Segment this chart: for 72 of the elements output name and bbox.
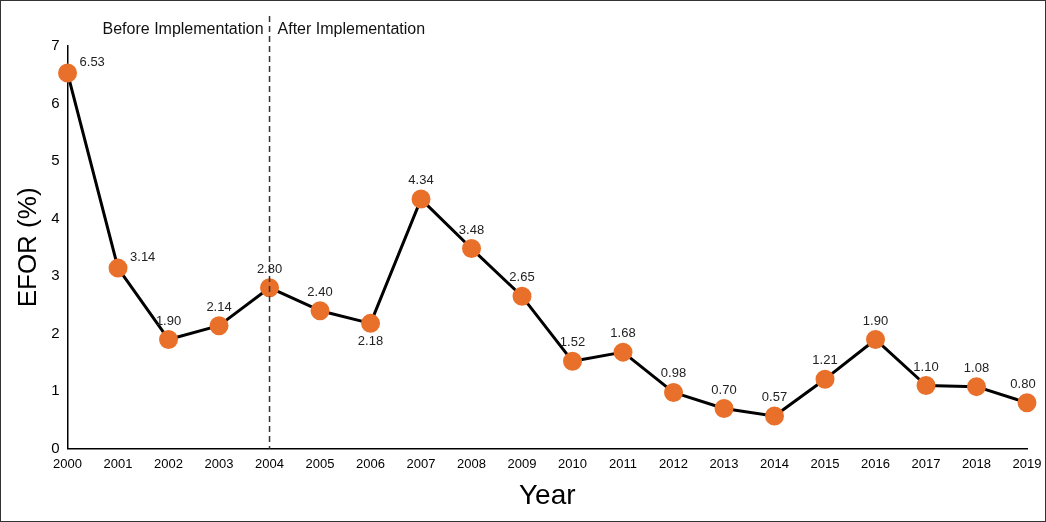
data-label: 1.21 <box>812 352 838 368</box>
data-label: 0.80 <box>1010 375 1036 391</box>
x-tick-label: 2011 <box>609 456 637 472</box>
data-label: 2.14 <box>206 298 232 314</box>
data-label: 2.18 <box>357 333 384 349</box>
point <box>310 301 330 321</box>
y-tick-label: 7 <box>51 36 60 54</box>
x-tick-label: 2007 <box>406 456 436 472</box>
point <box>159 329 179 349</box>
point <box>613 342 633 362</box>
data-label: 0.70 <box>711 381 737 397</box>
point <box>664 382 684 402</box>
data-label: 3.14 <box>130 249 156 265</box>
y-tick-label: 0 <box>51 438 60 456</box>
x-axis-title: Year <box>518 478 576 510</box>
x-tick-label: 2016 <box>861 456 890 472</box>
x-tick-label: 2000 <box>53 456 82 472</box>
point <box>866 329 886 349</box>
x-tick-label: 2006 <box>356 456 385 472</box>
point <box>361 313 381 333</box>
data-label: 1.52 <box>559 334 586 350</box>
x-tick-label: 2002 <box>154 456 183 472</box>
x-tick-label: 2008 <box>457 456 486 472</box>
point <box>765 406 785 426</box>
x-tick-label: 2001 <box>103 456 133 472</box>
point <box>411 189 431 209</box>
x-tick-label: 2018 <box>962 456 991 472</box>
y-tick-label: 4 <box>51 208 60 226</box>
y-tick-label: 2 <box>51 323 60 341</box>
data-label: 1.68 <box>610 325 636 341</box>
point <box>563 351 583 371</box>
x-tick-label: 2019 <box>1012 456 1042 472</box>
data-label: 1.90 <box>155 312 182 328</box>
point <box>1017 393 1037 413</box>
y-tick-label: 6 <box>51 93 60 111</box>
point <box>58 63 78 83</box>
x-tick-label: 2003 <box>204 456 234 472</box>
text: Before Implementation <box>102 20 264 38</box>
y-tick-label: 5 <box>51 151 60 169</box>
data-label: 2.40 <box>307 283 333 299</box>
point <box>512 286 532 306</box>
point <box>714 399 734 419</box>
x-tick-label: 2005 <box>305 456 335 472</box>
x-tick-label: 2009 <box>507 456 537 472</box>
data-label: 0.57 <box>761 389 788 405</box>
y-tick-label: 1 <box>51 381 60 399</box>
data-label: 1.08 <box>963 359 990 375</box>
data-label: 3.48 <box>458 221 485 237</box>
data-label: 1.90 <box>862 312 889 328</box>
point <box>108 258 128 278</box>
data-label: 1.10 <box>913 358 939 374</box>
x-tick-label: 2004 <box>255 456 284 472</box>
text: After Implementation <box>277 20 426 38</box>
point <box>967 377 986 397</box>
point <box>916 376 936 395</box>
x-tick-label: 2014 <box>760 456 789 472</box>
data-label: 6.53 <box>79 54 105 70</box>
point <box>462 239 482 259</box>
data-label: 4.34 <box>408 172 434 188</box>
point <box>209 316 229 336</box>
y-tick-label: 3 <box>51 266 60 284</box>
x-tick-label: 2010 <box>558 456 587 472</box>
data-label: 2.65 <box>509 269 535 285</box>
x-tick-label: 2015 <box>810 456 840 472</box>
x-tick-label: 2013 <box>709 456 739 472</box>
x-tick-label: 2017 <box>911 456 941 472</box>
point <box>815 369 835 389</box>
data-label: 2.80 <box>256 260 283 276</box>
x-tick-label: 2012 <box>659 456 688 472</box>
data-label: 0.98 <box>660 365 687 381</box>
point <box>260 278 280 298</box>
y-axis-title: EFOR (%) <box>11 187 42 308</box>
